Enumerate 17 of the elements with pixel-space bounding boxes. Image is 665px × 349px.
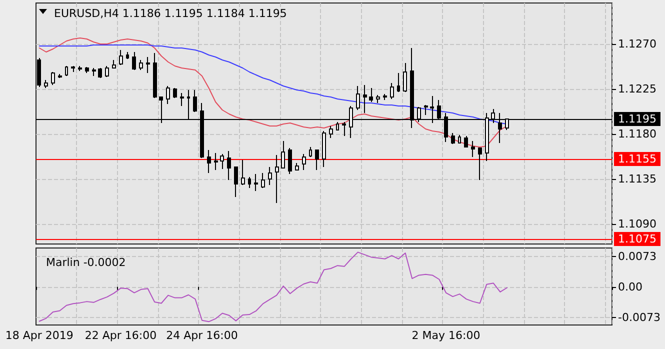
y-tick-label: 1.1270 — [618, 38, 656, 50]
ref-line-label: 1.1195 — [618, 112, 656, 126]
y-tick-label: -0.0073 — [618, 310, 660, 324]
y-tick-label: 1.1180 — [618, 128, 656, 140]
ref-line-label: 1.1075 — [618, 232, 656, 246]
x-tick-label: 24 Apr 16:00 — [166, 329, 238, 342]
x-tick-label: 2 May 16:00 — [412, 329, 480, 342]
x-tick-label: 18 Apr 2019 — [5, 329, 74, 342]
x-tick-label: 22 Apr 16:00 — [84, 329, 157, 342]
y-tick-label: 1.1090 — [618, 218, 656, 230]
ref-line-label: 1.1155 — [618, 152, 656, 166]
chart-title: EURUSD,H4 1.1186 1.1195 1.1184 1.1195 — [54, 7, 287, 20]
y-tick-label: 0.0073 — [618, 250, 656, 263]
y-tick-label: 0.00 — [618, 280, 642, 294]
y-tick-label: 1.1225 — [618, 82, 656, 96]
y-tick-label: 1.1135 — [618, 172, 656, 186]
text: Marlin -0.0002 — [46, 256, 126, 269]
